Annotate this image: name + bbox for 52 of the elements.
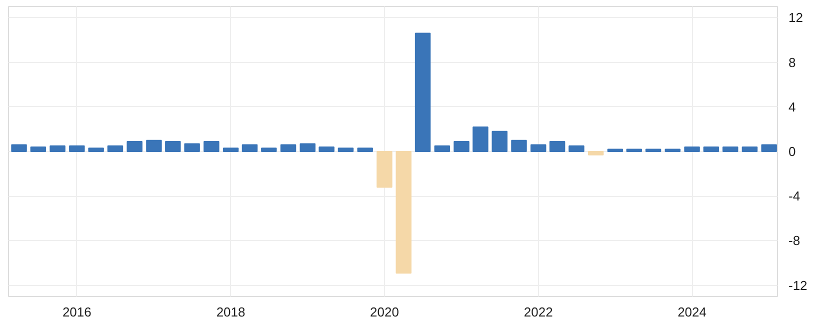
y-tick-label: -8: [788, 233, 800, 248]
bar: [357, 148, 373, 152]
bar: [568, 145, 584, 152]
bar: [549, 140, 566, 152]
bar: [107, 145, 124, 152]
bar: [588, 151, 604, 156]
bar: [300, 143, 316, 152]
bar: [626, 148, 642, 152]
bar: [146, 140, 162, 152]
bar: [280, 144, 296, 152]
bar: [11, 144, 27, 152]
bar: [703, 146, 720, 152]
bar: [645, 148, 662, 152]
bar: [184, 143, 200, 152]
x-tick-label: 2016: [62, 304, 92, 320]
bar: [742, 146, 758, 152]
bar: [434, 145, 450, 152]
bar: [242, 144, 258, 152]
bar: [396, 151, 412, 274]
bar: [69, 145, 85, 152]
x-tick-label: 2020: [370, 304, 399, 320]
x-tick-label: 2024: [678, 304, 706, 320]
y-tick-label: 4: [788, 99, 796, 114]
y-tick-label: 12: [788, 10, 803, 26]
y-tick-label: 0: [788, 144, 796, 159]
y-tick-label: 8: [788, 54, 796, 70]
bar: [165, 140, 181, 152]
bar: [664, 148, 681, 152]
bar: [511, 140, 527, 152]
bar: [318, 146, 334, 152]
bar: [761, 144, 777, 152]
bar: [88, 148, 104, 152]
bar: [722, 146, 738, 152]
bar: [126, 140, 142, 152]
bar: [204, 140, 220, 152]
bar: [684, 146, 700, 152]
bar: [472, 126, 488, 152]
bar: [530, 144, 546, 152]
y-tick-label: -12: [788, 278, 808, 293]
bar: [492, 130, 508, 152]
bar: [50, 145, 66, 152]
bar: [222, 148, 239, 152]
bar: [376, 151, 392, 188]
bar: [454, 140, 470, 152]
bar: [261, 148, 277, 152]
bar: [607, 148, 624, 152]
bar: [338, 148, 354, 152]
bar: [414, 32, 431, 152]
x-tick-label: 2018: [216, 304, 246, 320]
bar: [30, 146, 46, 152]
y-tick-label: -4: [788, 188, 800, 204]
x-tick-label: 2022: [524, 304, 553, 320]
